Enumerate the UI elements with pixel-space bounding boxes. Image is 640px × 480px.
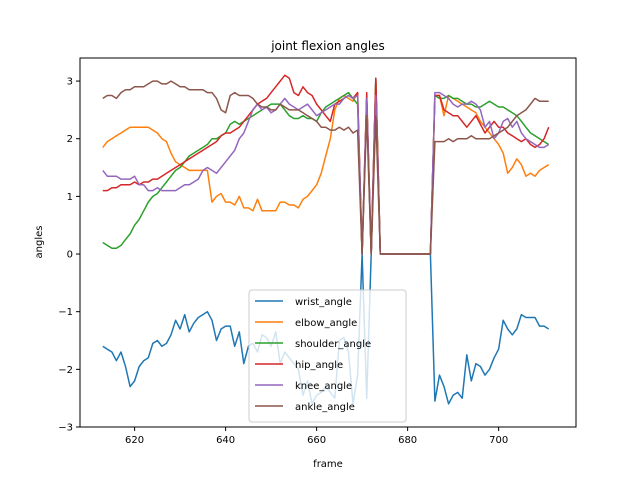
y-tick-label: 0: [67, 250, 73, 261]
y-tick-label: 1: [67, 192, 73, 203]
y-tick-label: −2: [58, 365, 73, 376]
series-line-shoulder-angle: [102, 80, 550, 255]
legend-label: shoulder_angle: [295, 339, 371, 350]
legend-label: wrist_angle: [295, 297, 352, 308]
legend-label: hip_angle: [295, 360, 343, 371]
y-axis: −3 −2 −1 0 1 2 3: [58, 77, 80, 434]
legend-box: [248, 289, 407, 423]
x-tick-label: 640: [216, 435, 235, 446]
legend-label: knee_angle: [295, 381, 352, 392]
x-tick-label: 660: [307, 435, 326, 446]
series-line-hip-angle: [102, 74, 550, 255]
x-axis-label: frame: [313, 459, 343, 470]
plot-frame: [79, 57, 577, 428]
series-line-elbow-angle: [102, 80, 550, 255]
x-tick-label: 680: [398, 435, 417, 446]
y-tick-label: 3: [67, 77, 73, 88]
y-axis-label: angles: [34, 226, 45, 259]
legend-label: ankle_angle: [295, 402, 355, 413]
series-layer: [102, 74, 550, 405]
x-axis: 620 640 660 680 700: [125, 427, 508, 446]
x-tick-label: 620: [125, 435, 144, 446]
y-tick-label: −1: [58, 307, 73, 318]
series-line-knee-angle: [102, 91, 550, 255]
legend-label: elbow_angle: [295, 318, 357, 329]
chart-title: joint flexion angles: [270, 39, 385, 53]
series-line-ankle-angle: [102, 80, 549, 255]
legend: wrist_angle elbow_angle shoulder_angle hip_…: [248, 289, 407, 423]
x-tick-label: 700: [489, 435, 508, 446]
y-tick-label: 2: [67, 134, 73, 145]
y-tick-label: −3: [58, 423, 73, 434]
